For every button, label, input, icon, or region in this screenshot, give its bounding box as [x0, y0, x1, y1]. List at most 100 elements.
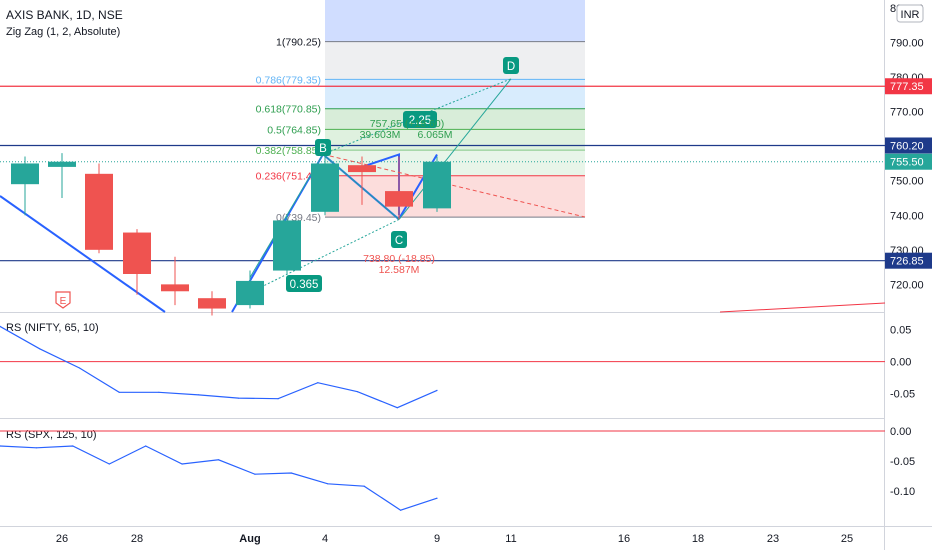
pattern-point-b[interactable] [315, 139, 331, 156]
currency-badge[interactable] [896, 4, 924, 23]
fib-level-label: 0.5(764.85) [267, 124, 321, 136]
pattern-point-d-text: D [507, 61, 515, 73]
price-tag[interactable] [885, 78, 932, 95]
rs-spx-axis-label: 0.00 [890, 426, 911, 438]
price-tag[interactable] [885, 153, 932, 170]
rs-spx-point [72, 445, 74, 447]
price-axis[interactable]: 0.050.00-0.050.00-0.05-0.10790.00780.007… [885, 3, 932, 498]
swing-up-volume-2: 6.065M [417, 129, 452, 141]
candle-body[interactable] [123, 232, 151, 274]
time-axis-label: 18 [692, 533, 704, 545]
swing-down-price: 738.80 (-18.85) [363, 253, 435, 265]
time-axis-label: 28 [131, 533, 143, 545]
rs-spx-point [363, 485, 365, 487]
earnings-marker[interactable] [55, 291, 71, 309]
candle-body[interactable] [11, 163, 39, 185]
swing-up-price: 757.65 (+18.60) [370, 118, 444, 130]
rs-nifty-title: RS (NIFTY, 65, 10) [6, 322, 99, 334]
price-tag-label: 777.35 [890, 81, 924, 93]
pattern-point-d[interactable] [503, 57, 519, 74]
ratio-badge-lower-text: 0.365 [290, 279, 319, 291]
chart-title: AXIS BANK, 1D, NSE [6, 8, 123, 22]
earnings-marker-label: E [60, 296, 67, 307]
price-tag[interactable] [885, 252, 932, 269]
price-axis-label: 750.00 [890, 176, 924, 188]
rs-nifty-point [237, 397, 239, 399]
time-axis-label: 23 [767, 533, 779, 545]
fib-level-label: 0.618(770.85) [256, 104, 321, 116]
rs-nifty-axis-label: -0.05 [890, 389, 915, 401]
time-axis-label: 11 [505, 533, 516, 545]
pattern-leg-cd[interactable] [398, 78, 512, 220]
rs-spx-point [436, 497, 438, 499]
fib-band [325, 79, 585, 109]
rs-spx-line[interactable] [0, 445, 438, 511]
fib-level-label: 1(790.25) [276, 37, 321, 49]
currency-badge-label: INR [901, 9, 920, 21]
swing-up-volume: 39.603M [360, 129, 401, 141]
rs-nifty-point [78, 367, 81, 369]
rs-spx-point [290, 472, 292, 474]
fib-level-label: 0.382(758.85) [256, 145, 321, 157]
rs-nifty-axis-label: 0.05 [890, 325, 911, 337]
fib-band [325, 175, 585, 218]
time-axis-label: Aug [239, 533, 260, 545]
time-axis[interactable]: 26 28 Aug 4 9 11 16 18 23 25 [56, 533, 853, 545]
price-axis-label: 790.00 [890, 38, 924, 50]
price-tag-label: 760.20 [890, 140, 924, 152]
rs-nifty-point [436, 389, 438, 391]
candle-body[interactable] [385, 191, 413, 207]
rs-nifty-pane[interactable] [0, 325, 885, 409]
rs-spx-point [181, 463, 183, 465]
ratio-badge-upper[interactable] [403, 111, 437, 128]
time-axis-label: 4 [322, 533, 328, 545]
time-axis-label: 16 [618, 533, 630, 545]
ratio-badge-lower[interactable] [286, 275, 322, 292]
rs-spx-title: RS (SPX, 125, 10) [6, 429, 97, 441]
candle-body[interactable] [161, 284, 189, 292]
candle-body[interactable] [236, 280, 264, 306]
candle-body[interactable] [423, 161, 451, 209]
rs-nifty-point [0, 325, 1, 327]
pattern-annotations: B C D 2.25 0.365 757.65 (+18.60)39.603M 6.065M… [55, 57, 519, 309]
fib-band [325, 108, 585, 130]
indicator-title: Zig Zag (1, 2, Absolute) [6, 26, 120, 38]
rs-spx-axis-label: -0.05 [890, 456, 915, 468]
candle-body[interactable] [348, 165, 376, 173]
rs-nifty-point [39, 348, 41, 350]
candles[interactable] [11, 153, 451, 316]
fib-retracement[interactable]: 1(790.25) 0.786(779.35) 0.618(770.85) 0.5(7… [256, 0, 585, 224]
rs-spx-pane[interactable] [0, 430, 885, 511]
rs-spx-point [0, 445, 1, 447]
rs-spx-point [145, 445, 147, 447]
ratio-badge-upper-text: 2.25 [409, 115, 431, 127]
rs-spx-axis-label: -0.10 [890, 486, 915, 498]
rs-nifty-line[interactable] [0, 325, 438, 409]
rs-nifty-axis-label: 0.00 [890, 357, 911, 369]
projection-line[interactable] [322, 153, 586, 218]
candle-body[interactable] [273, 220, 301, 271]
pattern-point-c[interactable] [391, 231, 407, 248]
price-tag-label: 755.50 [890, 157, 924, 169]
candle-body[interactable] [311, 163, 339, 212]
time-axis-label: 9 [434, 533, 440, 545]
rs-nifty-point [396, 407, 398, 409]
price-axis-label: 770.00 [890, 107, 924, 119]
time-axis-label: 26 [56, 533, 68, 545]
fib-level-label: 0.236(751.45) [256, 171, 321, 183]
rs-nifty-point [118, 391, 120, 393]
trend-line[interactable] [719, 302, 886, 313]
rs-nifty-point [317, 382, 319, 384]
candle-body[interactable] [198, 298, 226, 309]
candle-body[interactable] [85, 173, 113, 250]
price-tag-label: 726.85 [890, 256, 924, 268]
rs-spx-point [108, 463, 110, 465]
candle-body[interactable] [48, 161, 76, 167]
rs-nifty-point [277, 398, 279, 400]
rs-nifty-point [158, 391, 160, 393]
rs-spx-point [35, 447, 38, 449]
rs-nifty-point [198, 394, 200, 396]
price-axis-label: 740.00 [890, 210, 924, 222]
price-tag[interactable] [885, 137, 932, 154]
